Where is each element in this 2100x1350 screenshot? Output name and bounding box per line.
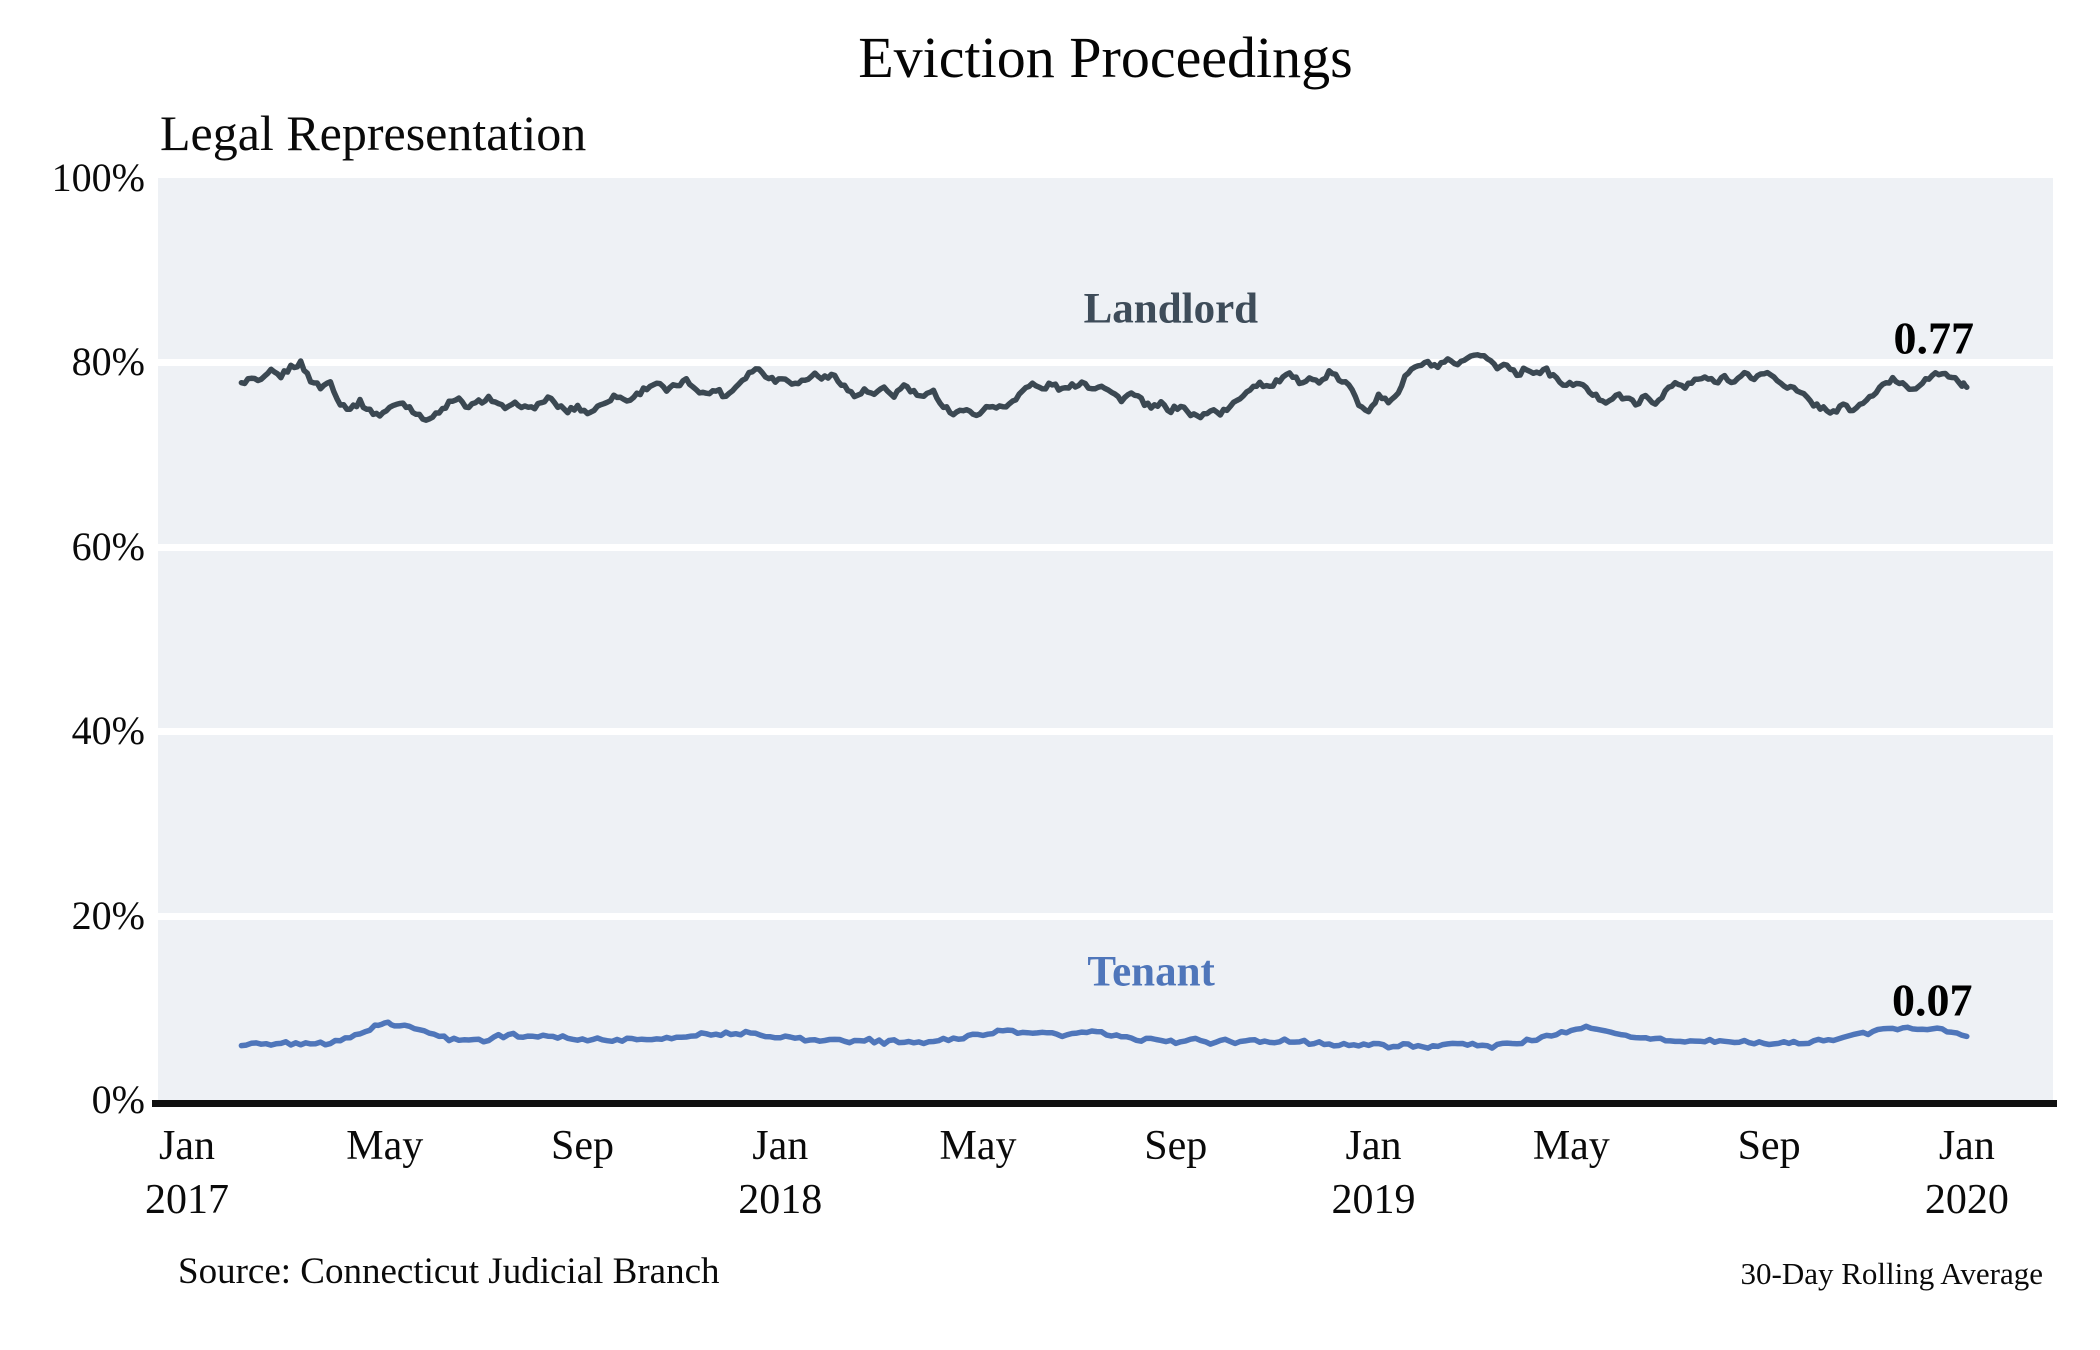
- x-tick-month: Sep: [551, 1123, 615, 1169]
- source-caption: Source: Connecticut Judicial Branch: [178, 1251, 720, 1292]
- x-tick-year: 2019: [1331, 1177, 1416, 1223]
- tenant-end-value-label: 0.07: [1891, 974, 1973, 1025]
- landlord-end-value-label: 0.77: [1893, 312, 1974, 364]
- x-tick-month: Jan: [752, 1123, 809, 1169]
- plot-panel: [158, 178, 2053, 1100]
- tenant-series-label: Tenant: [1087, 948, 1215, 996]
- gridline-20: [158, 912, 2053, 920]
- x-tick-year: 2018: [738, 1177, 823, 1223]
- gridline-40: [158, 728, 2053, 736]
- x-tick-month: Jan: [1938, 1123, 1995, 1169]
- x-tick-year: 2020: [1924, 1177, 2009, 1223]
- y-tick-label: 40%: [71, 708, 145, 754]
- page-title: Eviction Proceedings: [858, 25, 1353, 90]
- gridline-60: [158, 543, 2053, 551]
- y-tick-label: 100%: [51, 155, 145, 200]
- landlord-series-label: Landlord: [1083, 285, 1259, 333]
- x-tick-month: Jan: [159, 1123, 215, 1169]
- page-subtitle: Legal Representation: [160, 105, 587, 161]
- x-axis-line: [152, 1100, 2057, 1107]
- rolling-average-note: 30-Day Rolling Average: [1740, 1256, 2043, 1291]
- series-line-landlord: [238, 352, 1970, 423]
- x-tick-month: Sep: [1737, 1123, 1801, 1169]
- x-tick-month: May: [1532, 1123, 1610, 1169]
- y-tick-label: 20%: [71, 892, 145, 938]
- series-line-tenant: [238, 1019, 1970, 1051]
- x-tick-year: 2017: [145, 1177, 229, 1223]
- gridline-80: [158, 359, 2053, 367]
- y-tick-label: 80%: [71, 339, 145, 385]
- x-tick-month: May: [939, 1123, 1017, 1169]
- x-tick-month: May: [346, 1123, 424, 1169]
- x-tick-month: Sep: [1144, 1123, 1208, 1169]
- y-tick-label: 0%: [91, 1077, 145, 1122]
- x-tick-month: Jan: [1345, 1123, 1402, 1169]
- y-tick-label: 60%: [71, 523, 145, 569]
